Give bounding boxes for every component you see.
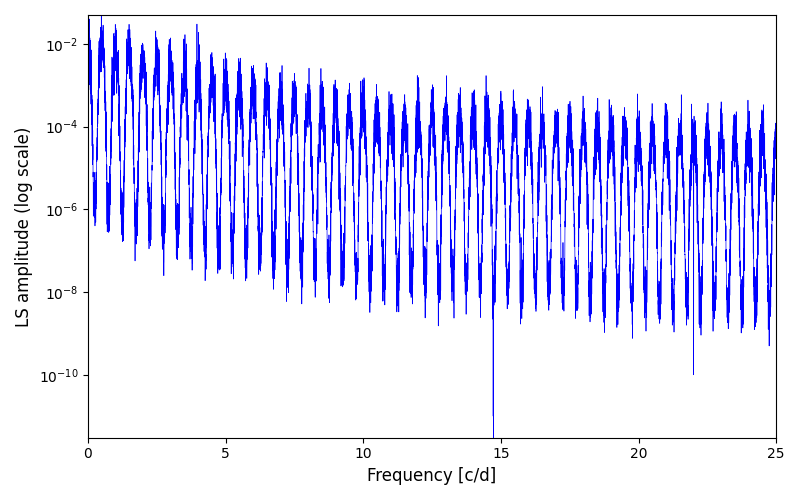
Y-axis label: LS amplitude (log scale): LS amplitude (log scale) [15,126,33,326]
X-axis label: Frequency [c/d]: Frequency [c/d] [367,467,497,485]
